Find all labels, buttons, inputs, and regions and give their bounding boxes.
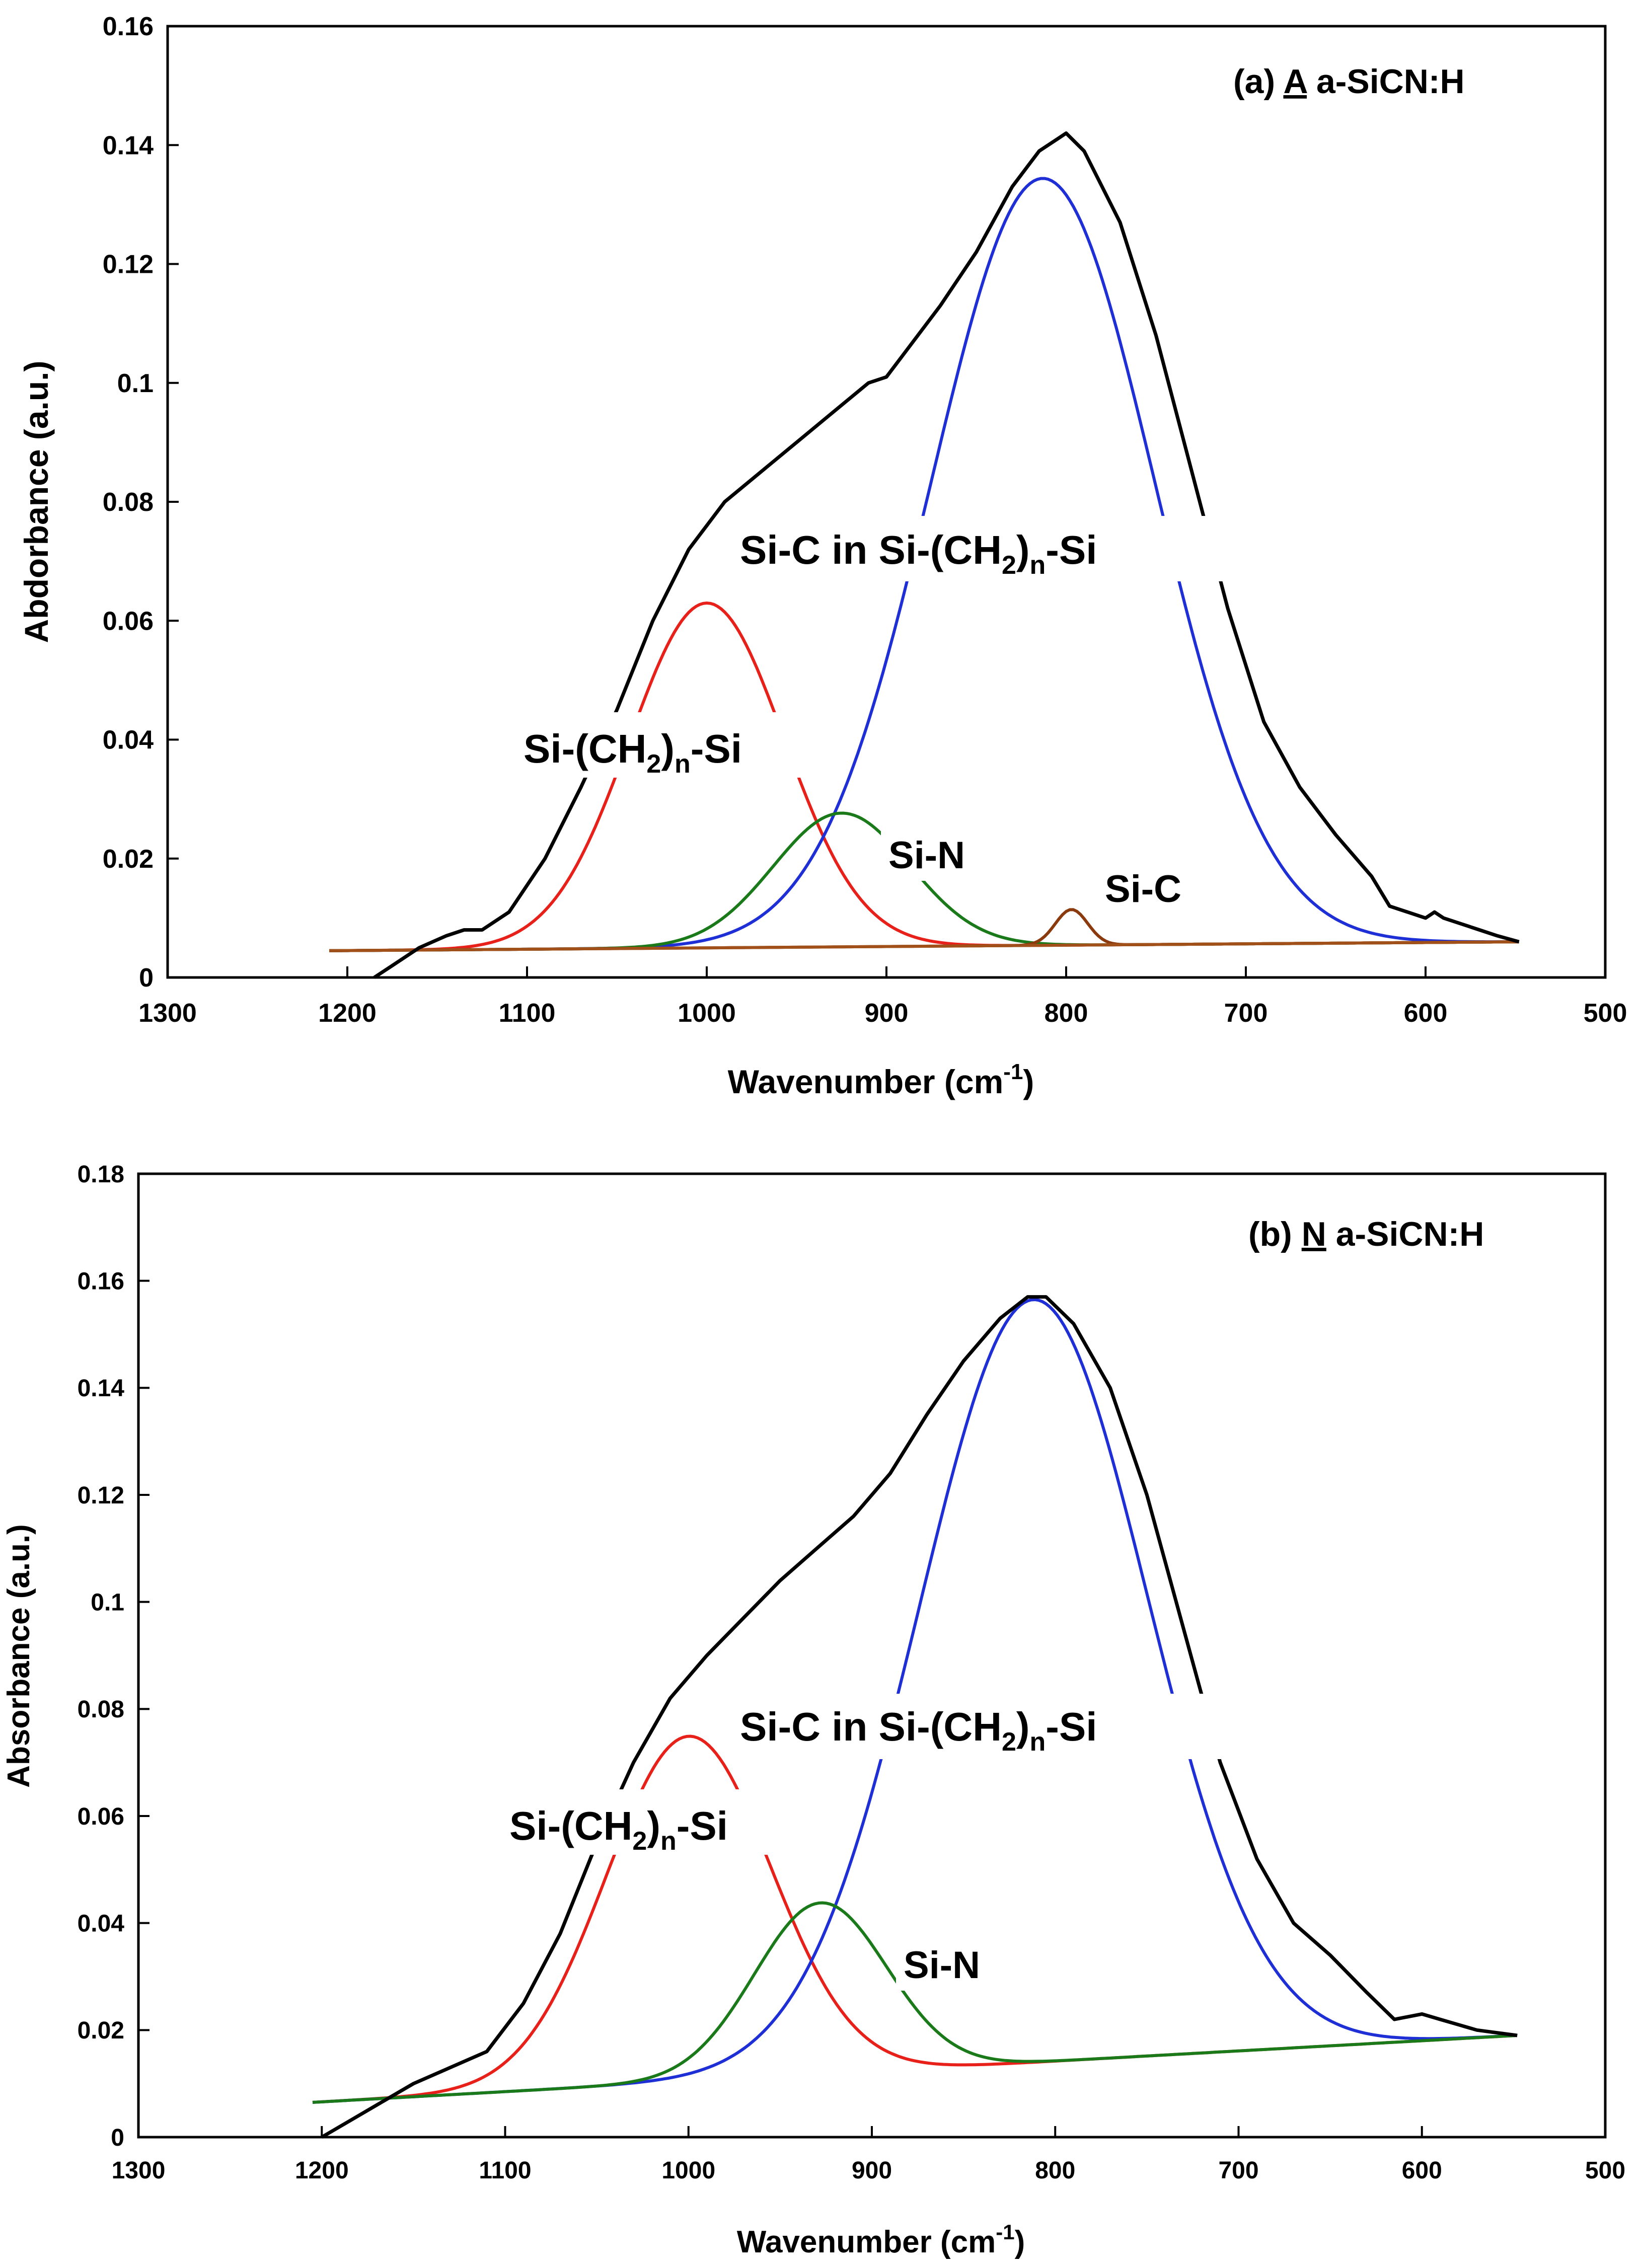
y-tick-label: 0.04 — [103, 726, 154, 755]
ann-box-sic-in-b — [735, 1694, 1233, 1759]
curves-b — [312, 1295, 1518, 2139]
x-axis-title-a: Wavenumber (cm-1) — [728, 1060, 1034, 1100]
annotation-sich2-b: Si-(CH2)n-Si — [509, 1803, 728, 1856]
x-tick-label: 1000 — [661, 2157, 715, 2184]
x-tick-label: 1200 — [295, 2157, 349, 2184]
x-tick-label: 1100 — [479, 2157, 531, 2184]
y-tick-label: 0.14 — [78, 1375, 125, 1402]
annotation-sic-in-b: Si-C in Si-(CH2)n-Si — [740, 1704, 1097, 1757]
y-tick-label: 0 — [139, 963, 154, 993]
annotation-sin-b: Si-N — [904, 1944, 980, 1987]
x-axis-a: 1300 1200 1100 1000 900 800 700 600 500 — [138, 966, 1627, 1028]
y-axis-title-a: Abdorbance (a.u.) — [18, 360, 55, 643]
ann-box-sin-a — [881, 825, 1002, 881]
plot-frame-b — [137, 1172, 1607, 2139]
series-si-n — [312, 1901, 1516, 2104]
y-tick-label: 0.12 — [78, 1482, 124, 1509]
y-tick-label: 0.1 — [117, 369, 154, 398]
x-tick-label: 1200 — [318, 999, 377, 1028]
x-axis-title-b: Wavenumber (cm-1) — [737, 2220, 1025, 2259]
ann-box-sic-a — [1097, 861, 1213, 914]
x-tick-label: 500 — [1584, 999, 1627, 1028]
y-tick-label: 0.1 — [91, 1589, 124, 1616]
y-axis-title-b: Absorbance (a.u.) — [2, 1524, 36, 1788]
x-tick-label: 1300 — [138, 999, 197, 1028]
x-tick-label: 800 — [1035, 2157, 1075, 2184]
plot-frame-a — [166, 25, 1607, 979]
annotation-sic-a: Si-C — [1105, 868, 1181, 911]
y-axis-b: 0 0.02 0.04 0.06 0.08 0.1 0.12 0.14 0.16 0.18 — [78, 1161, 150, 2151]
y-tick-label: 0.04 — [78, 1910, 125, 1937]
series-measured — [373, 131, 1520, 979]
x-tick-label: 700 — [1218, 2157, 1258, 2184]
y-tick-label: 0.16 — [78, 1268, 124, 1295]
x-tick-label: 600 — [1404, 999, 1448, 1028]
x-axis-b: 1300 1200 1100 1000 900 800 700 600 500 — [112, 2126, 1625, 2184]
y-tick-label: 0.12 — [103, 250, 154, 279]
x-tick-label: 1000 — [678, 999, 736, 1028]
x-tick-label: 600 — [1402, 2157, 1442, 2184]
chart-panel-a: 0 0.02 0.04 0.06 0.08 0.1 0.12 0.14 0.16 1300 120… — [18, 12, 1627, 1100]
series-baseline — [329, 940, 1519, 952]
y-tick-label: 0.14 — [103, 131, 154, 160]
x-tick-label: 1300 — [112, 2157, 166, 2184]
y-tick-label: 0.02 — [78, 2017, 124, 2044]
ann-box-sin-b — [896, 1935, 1017, 1991]
y-tick-label: 0 — [111, 2125, 124, 2151]
y-tick-label: 0.08 — [78, 1696, 124, 1723]
series-measured — [321, 1295, 1518, 2139]
y-tick-label: 0.02 — [103, 845, 154, 874]
x-tick-label: 900 — [852, 2157, 892, 2184]
y-tick-label: 0.06 — [103, 607, 154, 636]
x-tick-label: 500 — [1585, 2157, 1625, 2184]
chart-panel-b: 0 0.02 0.04 0.06 0.08 0.1 0.12 0.14 0.16 0.18 130… — [2, 1161, 1625, 2259]
ann-box-sic-in-a — [735, 516, 1233, 581]
annotation-sic-in-a: Si-C in Si-(CH2)n-Si — [740, 527, 1097, 580]
panel-title-b: (b) N a-SiCN:H — [1248, 1215, 1484, 1253]
y-tick-label: 0.18 — [78, 1161, 124, 1188]
x-tick-label: 1100 — [499, 999, 556, 1028]
annotation-sich2-a: Si-(CH2)n-Si — [524, 726, 742, 779]
y-tick-label: 0.06 — [78, 1803, 124, 1830]
panel-title-a: (a) A a-SiCN:H — [1233, 62, 1465, 101]
y-tick-label: 0.08 — [103, 488, 154, 517]
x-tick-label: 900 — [865, 999, 909, 1028]
y-tick-label: 0.16 — [103, 12, 154, 41]
y-axis-a: 0 0.02 0.04 0.06 0.08 0.1 0.12 0.14 0.16 — [103, 12, 179, 993]
annotation-sin-a: Si-N — [888, 834, 965, 877]
curves-a — [329, 131, 1520, 979]
ann-box-sich2-b — [506, 1789, 833, 1855]
x-tick-label: 700 — [1224, 999, 1268, 1028]
ann-box-sich2-a — [518, 712, 846, 778]
x-tick-label: 800 — [1044, 999, 1088, 1028]
